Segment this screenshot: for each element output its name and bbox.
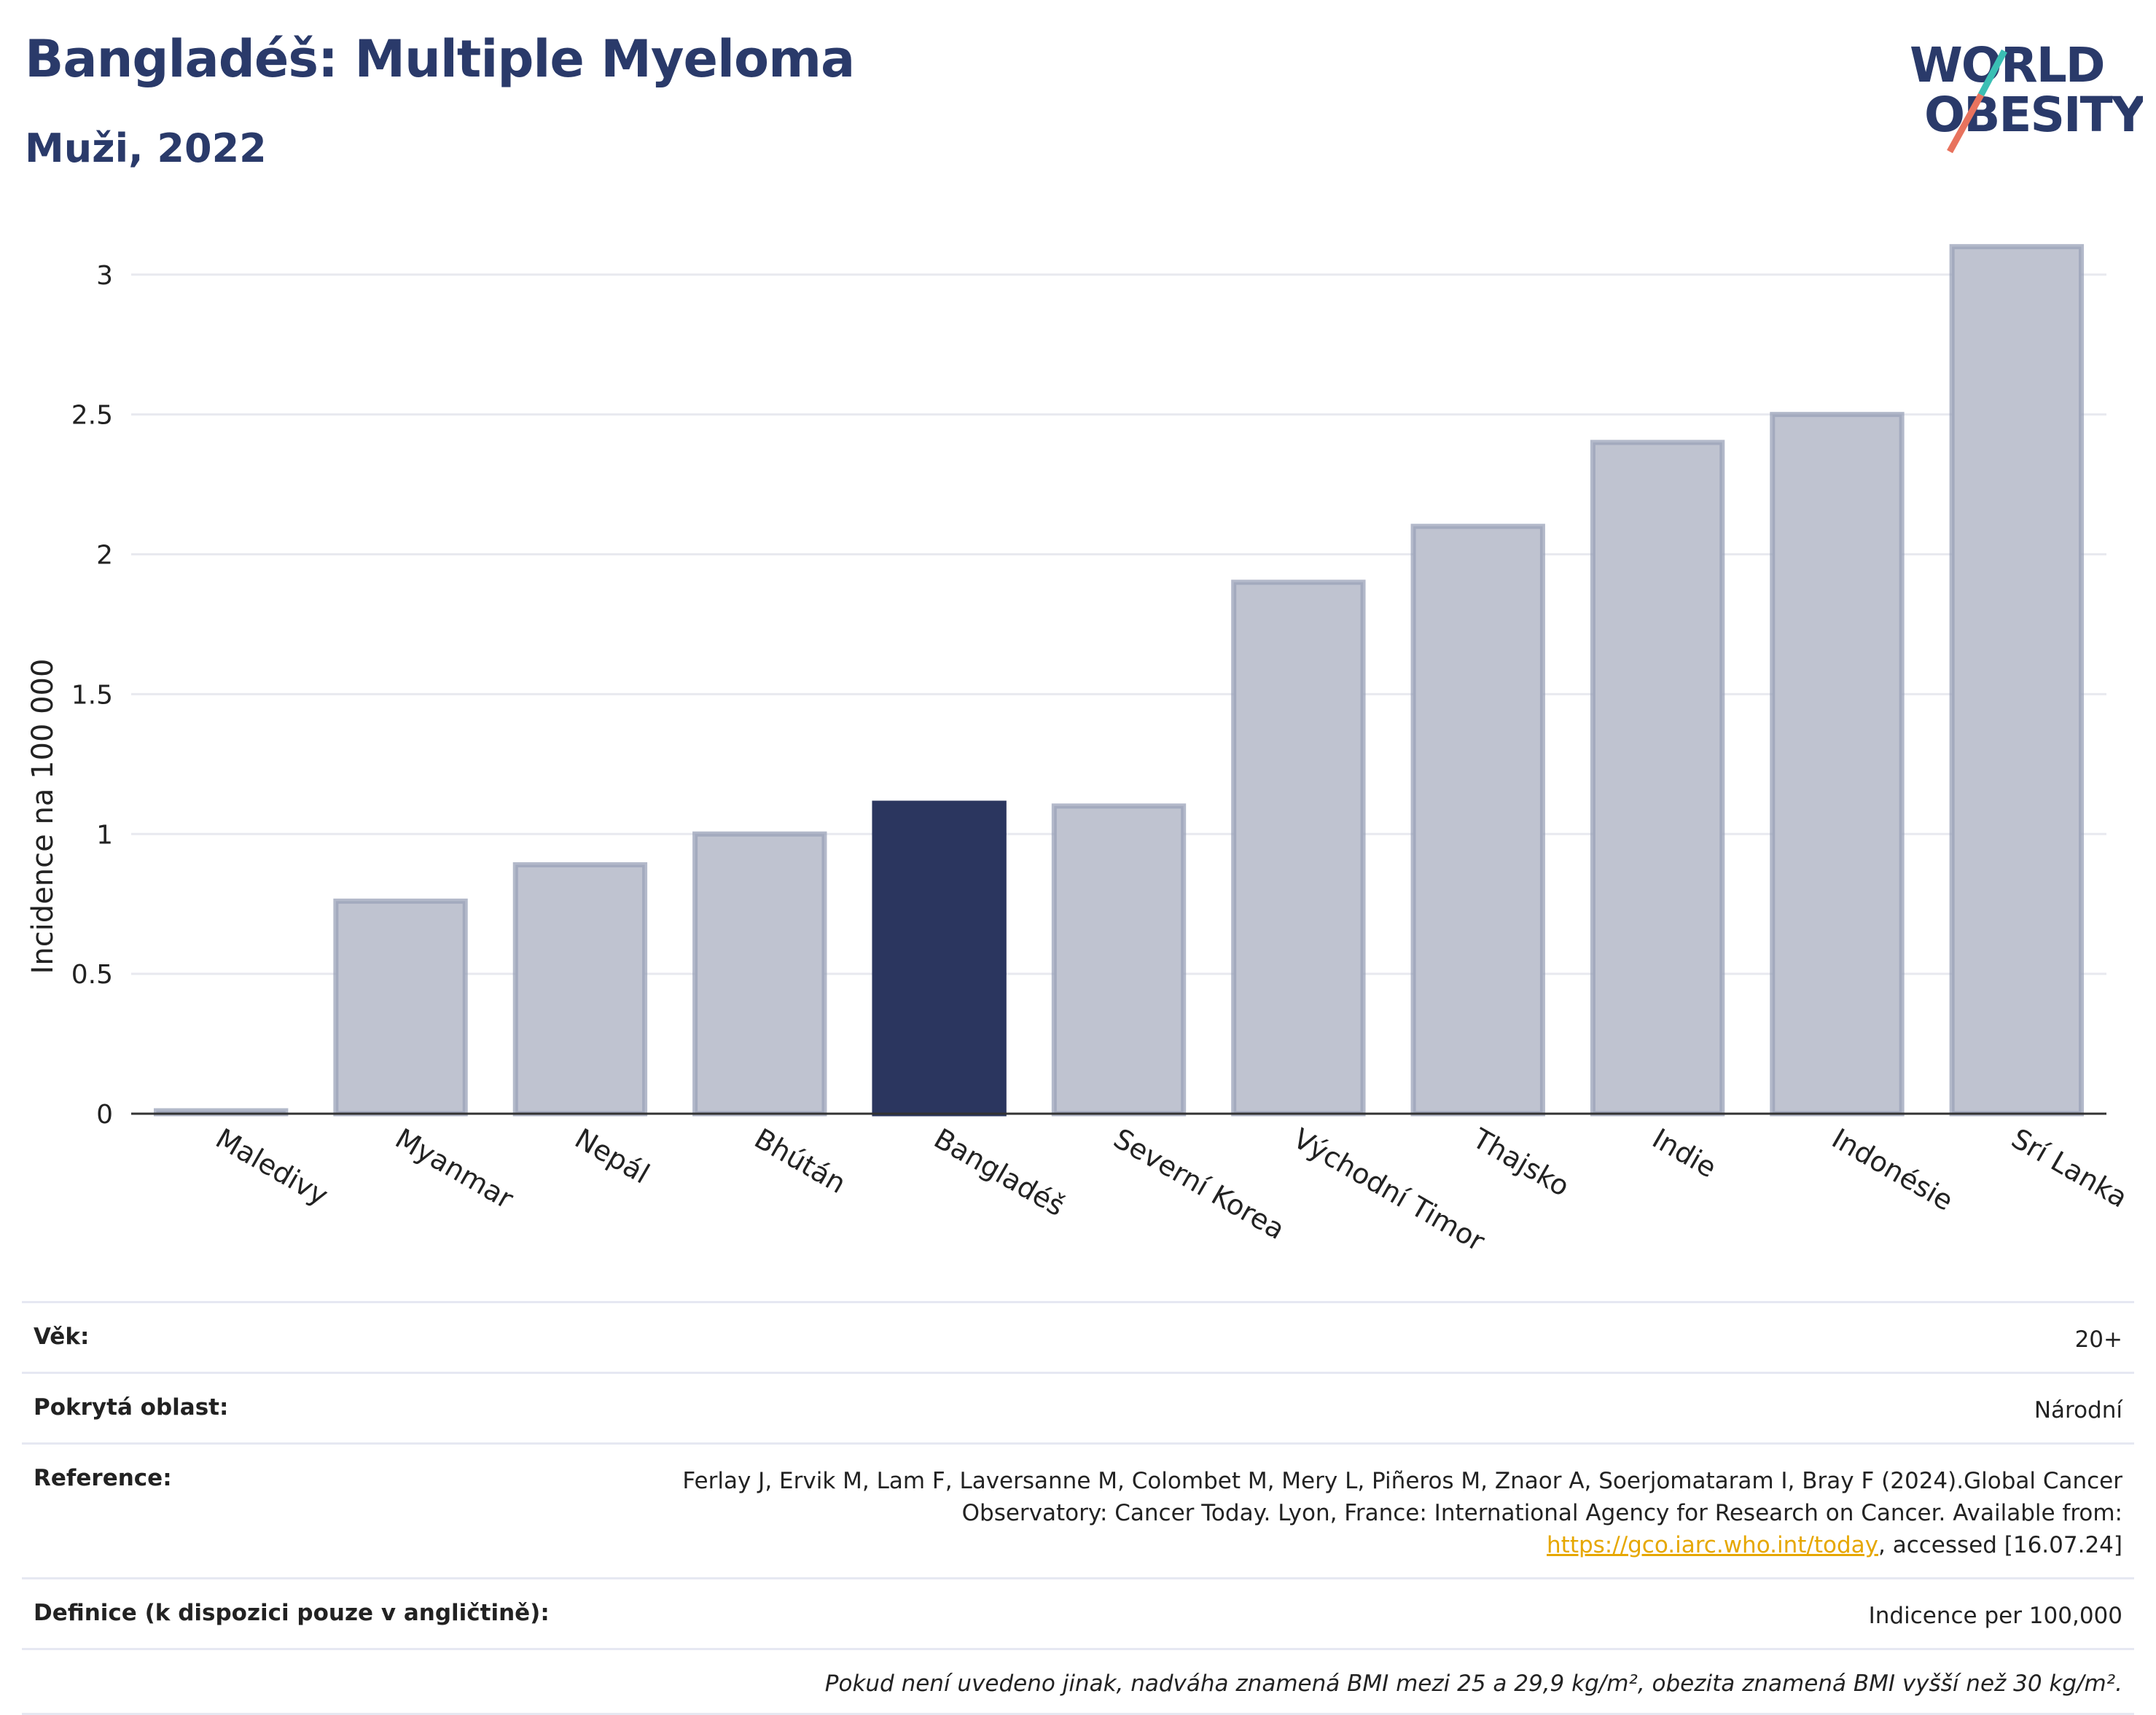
x-tick-label: Východní Timor bbox=[1288, 1122, 1491, 1258]
bar-bhútán bbox=[692, 831, 827, 1117]
bar-srí-lanka bbox=[1949, 243, 2085, 1117]
x-tick-label: Nepál bbox=[569, 1122, 655, 1190]
x-tick-label: Indonésie bbox=[1827, 1122, 1958, 1217]
reference-label: Reference: bbox=[34, 1465, 172, 1491]
y-tick-label: 0.5 bbox=[71, 960, 113, 990]
x-tick-label: Severní Korea bbox=[1109, 1122, 1291, 1246]
y-tick-label: 0 bbox=[96, 1100, 113, 1130]
world-obesity-logo: WORLD OBESITY bbox=[1910, 37, 2143, 153]
bar-severní-korea bbox=[1051, 803, 1187, 1117]
y-tick-label: 2 bbox=[96, 541, 113, 571]
bar-nepál bbox=[512, 862, 648, 1117]
bar-indonésie bbox=[1770, 412, 1905, 1117]
bar-thajsko bbox=[1410, 523, 1545, 1117]
reference-link[interactable]: https://gco.iarc.who.int/today bbox=[1547, 1532, 1878, 1558]
meta-row-reference: Reference: Ferlay J, Ervik M, Lam F, Lav… bbox=[22, 1442, 2134, 1577]
bar-myanmar bbox=[333, 898, 468, 1117]
bar-východní-timor bbox=[1231, 579, 1366, 1117]
x-tick-label: Myanmar bbox=[390, 1122, 519, 1216]
definition-label: Definice (k dispozici pouze v angličtině… bbox=[34, 1600, 550, 1626]
area-label: Pokrytá oblast: bbox=[34, 1394, 229, 1421]
x-tick-label: Bhútán bbox=[749, 1122, 851, 1200]
page-subtitle: Muži, 2022 bbox=[25, 125, 267, 171]
x-tick-label: Thajsko bbox=[1466, 1122, 1574, 1203]
meta-row-area: Pokrytá oblast: Národní bbox=[22, 1372, 2134, 1442]
y-tick-label: 2.5 bbox=[71, 401, 113, 431]
y-tick-label: 3 bbox=[96, 261, 113, 291]
bar-indie bbox=[1590, 440, 1725, 1117]
x-tick-label: Bangladéš bbox=[929, 1122, 1070, 1222]
definition-value: Indicence per 100,000 bbox=[1868, 1603, 2122, 1629]
x-tick-label: Indie bbox=[1647, 1122, 1722, 1184]
x-tick-label: Srí Lanka bbox=[2006, 1122, 2133, 1214]
bmi-note: Pokud není uvedeno jinak, nadváha znamen… bbox=[824, 1671, 2122, 1697]
age-label: Věk: bbox=[34, 1324, 90, 1350]
bar-chart: 0 0.5 1 1.5 2 2.5 3 Maledivy Myanmar Nepál Bhútán… bbox=[26, 243, 2133, 1258]
bar-bangladéš bbox=[872, 800, 1007, 1117]
x-tick-label: Maledivy bbox=[211, 1122, 334, 1212]
area-value: Národní bbox=[2034, 1397, 2122, 1423]
metadata-table: Věk: 20+ Pokrytá oblast: Národní Referen… bbox=[22, 1301, 2134, 1715]
svg-text:WORLD: WORLD bbox=[1910, 37, 2104, 93]
meta-row-definition: Definice (k dispozici pouze v angličtině… bbox=[22, 1577, 2134, 1648]
y-tick-label: 1.5 bbox=[71, 680, 113, 710]
meta-row-age: Věk: 20+ bbox=[22, 1301, 2134, 1372]
reference-accessed: , accessed [16.07.24] bbox=[1878, 1532, 2122, 1558]
meta-row-note: Pokud není uvedeno jinak, nadváha znamen… bbox=[22, 1648, 2134, 1715]
y-axis-label: Incidence na 100 000 bbox=[26, 659, 60, 974]
reference-value: Ferlay J, Ervik M, Lam F, Laversanne M, … bbox=[665, 1465, 2122, 1561]
reference-text: Ferlay J, Ervik M, Lam F, Laversanne M, … bbox=[682, 1468, 2122, 1526]
page-title: Bangladéš: Multiple Myeloma bbox=[25, 29, 855, 89]
age-value: 20+ bbox=[2074, 1327, 2122, 1353]
y-tick-label: 1 bbox=[96, 820, 113, 850]
